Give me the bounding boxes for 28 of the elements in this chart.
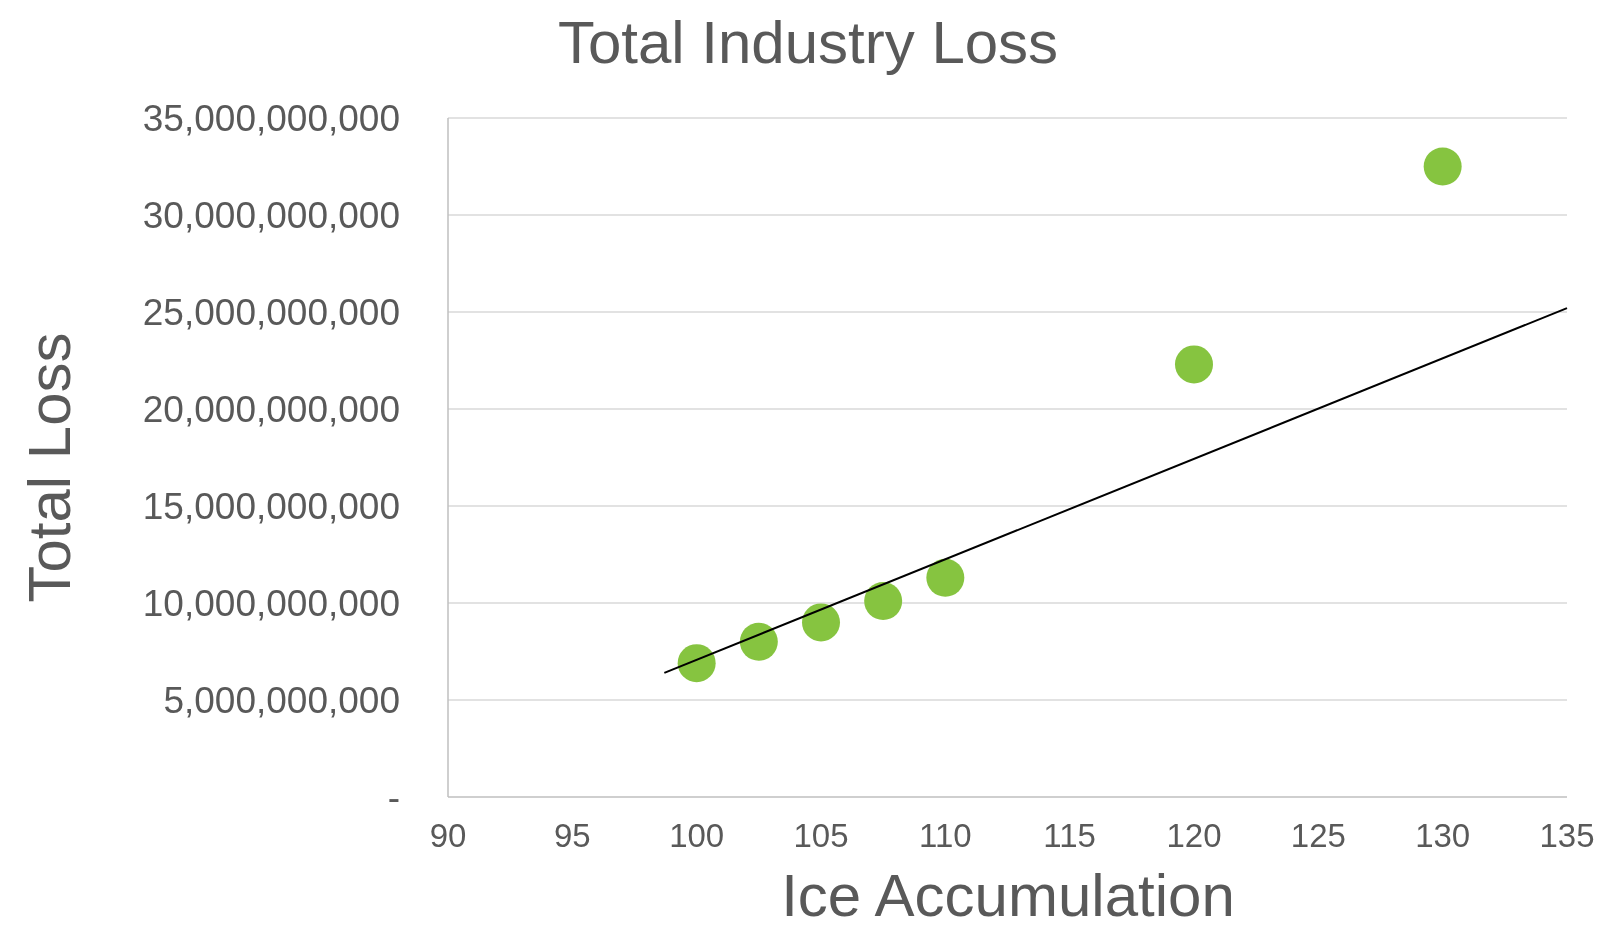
y-axis-title: Total Loss <box>16 332 83 603</box>
point <box>739 622 778 661</box>
x-tick-label: 110 <box>919 816 972 854</box>
point <box>864 582 903 621</box>
point <box>926 558 965 597</box>
chart-title: Total Industry Loss <box>557 9 1059 76</box>
x-tick-label: 120 <box>1166 816 1222 854</box>
x-tick-label: 95 <box>553 816 591 854</box>
point <box>1423 147 1462 186</box>
y-tick-label: 35,000,000,000 <box>142 97 400 139</box>
y-tick-label: 10,000,000,000 <box>142 582 400 624</box>
x-tick-label: 135 <box>1539 816 1595 854</box>
x-tick-label: 125 <box>1290 816 1346 854</box>
x-tick-label: 130 <box>1415 816 1471 854</box>
x-tick-label: 105 <box>793 816 849 854</box>
point <box>677 644 716 683</box>
x-tick-label: 90 <box>429 816 467 854</box>
point <box>1175 345 1213 384</box>
x-tick-label: 100 <box>669 816 725 854</box>
y-tick-label: 30,000,000,000 <box>142 194 400 236</box>
y-tick-label: 20,000,000,000 <box>142 388 400 430</box>
y-tick-label: 5,000,000,000 <box>163 679 400 721</box>
y-tick-label: 25,000,000,000 <box>142 291 400 333</box>
y-tick-label: 15,000,000,000 <box>142 485 400 527</box>
point <box>802 603 840 642</box>
x-tick-label: 115 <box>1043 816 1096 854</box>
x-axis-title: Ice Accumulation <box>781 862 1235 929</box>
y-tick-label: - <box>387 776 400 818</box>
